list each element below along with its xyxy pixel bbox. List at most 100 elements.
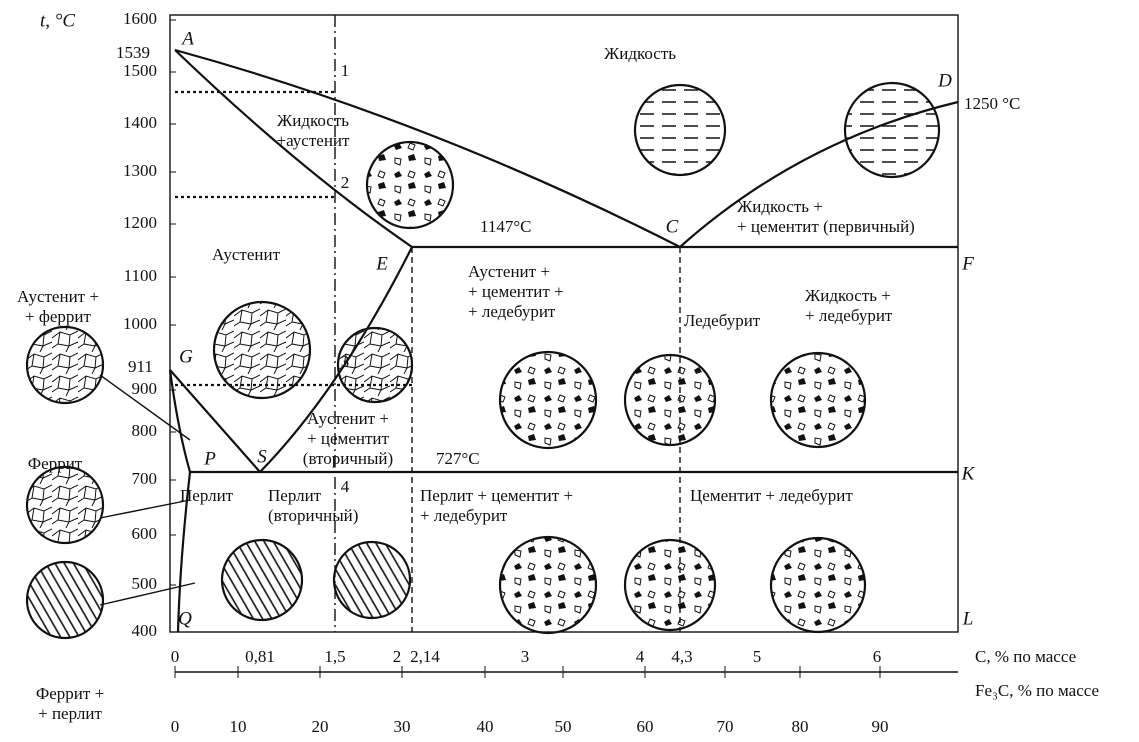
x-tick-label: 5 (753, 647, 762, 666)
x-tick-label: 6 (873, 647, 882, 666)
y-tick-label: 1400 (123, 113, 157, 132)
marker-label: 4 (341, 477, 350, 496)
microstructure-circle (500, 352, 596, 448)
point-label: Q (178, 608, 192, 629)
x2-tick-label: 10 (230, 717, 247, 736)
region-label: Жидкость + (805, 286, 891, 305)
point-label: P (203, 448, 216, 469)
region-label: + феррит (25, 307, 91, 326)
x-tick-label: 4 (636, 647, 645, 666)
microstructure-circle (771, 538, 865, 632)
temperature-label: 911 (128, 357, 153, 376)
y-tick-label: 1000 (123, 314, 157, 333)
x2-tick-label: 0 (171, 717, 180, 736)
region-label: + перлит (38, 704, 102, 723)
region-label: Феррит (28, 454, 83, 473)
y-axis-label: t, °C (40, 10, 75, 31)
y-tick-label: 800 (132, 421, 158, 440)
microstructure-circle (27, 327, 103, 403)
x2-tick-label: 70 (717, 717, 734, 736)
region-label: Аустенит (212, 245, 281, 264)
y-tick-label: 1500 (123, 61, 157, 80)
region-label: + цементит + (468, 282, 564, 301)
microstructure-circle (334, 542, 410, 618)
region-label: +аустенит (277, 131, 350, 150)
x2-axis-label: Fe₃C, % по массе (975, 681, 1099, 700)
point-label: K (961, 463, 976, 484)
temperature-label: 727°C (436, 449, 480, 468)
region-label: Аустенит + (468, 262, 550, 281)
x-tick-label: 4,3 (671, 647, 692, 666)
region-label: + цементит (первичный) (737, 217, 915, 236)
region-label: Перлит (180, 486, 234, 505)
region-label: (вторичный) (268, 506, 358, 525)
microstructure-circle (27, 562, 103, 638)
x-tick-label: 2 (393, 647, 402, 666)
x-tick-label: 0,81 (245, 647, 275, 666)
point-label: C (666, 216, 679, 237)
x-tick-label: 1,5 (324, 647, 345, 666)
microstructure-circle (625, 540, 715, 630)
marker-label: 3 (341, 352, 350, 371)
region-label: Жидкость + (737, 197, 823, 216)
point-label: L (962, 608, 974, 629)
region-label: Перлит + цементит + (420, 486, 573, 505)
region-label: + ледебурит (468, 302, 556, 321)
microstructures (27, 83, 939, 638)
y-tick-label: 1100 (124, 266, 157, 285)
x-tick-label: 0 (171, 647, 180, 666)
temperature-label: 1539 (116, 43, 150, 62)
y-tick-label: 1200 (123, 213, 157, 232)
microstructure-circle (500, 537, 596, 633)
temperature-label: 1250 °C (964, 94, 1020, 113)
region-label: + ледебурит (805, 306, 893, 325)
point-label: F (961, 253, 974, 274)
microstructure-circle (214, 302, 310, 398)
leader-line (100, 500, 190, 518)
point-label: G (179, 346, 193, 367)
marker-label: 1 (341, 61, 350, 80)
microstructure-circle (625, 355, 715, 445)
x2-tick-label: 50 (555, 717, 572, 736)
point-label: E (375, 253, 388, 274)
region-label: Феррит + (36, 684, 104, 703)
x-tick-label: 2,14 (410, 647, 440, 666)
y-tick-label: 900 (132, 379, 158, 398)
point-label: A (180, 28, 194, 49)
temperature-label: 1147°C (480, 217, 532, 236)
x2-tick-label: 30 (394, 717, 411, 736)
y-tick-label: 1300 (123, 161, 157, 180)
y-tick-label: 1600 (123, 9, 157, 28)
y-tick-label: 700 (132, 469, 158, 488)
region-label: (вторичный) (303, 449, 393, 468)
region-label: Аустенит + (17, 287, 99, 306)
region-label: Аустенит + (307, 409, 389, 428)
point-label: D (937, 70, 952, 91)
microstructure-circle (771, 353, 865, 447)
x-tick-label: 3 (521, 647, 530, 666)
microstructure-circle (367, 142, 453, 228)
microstructure-circle (222, 540, 302, 620)
region-label: Жидкость (604, 44, 676, 63)
marker-label: 2 (341, 173, 350, 192)
region-label: Перлит (268, 486, 322, 505)
region-label: Ледебурит (684, 311, 761, 330)
region-label: Цементит + ледебурит (690, 486, 853, 505)
x-axis-label: C, % по массе (975, 647, 1076, 666)
x2-tick-label: 80 (792, 717, 809, 736)
x2-tick-label: 90 (872, 717, 889, 736)
region-label: + ледебурит (420, 506, 508, 525)
region-label: Жидкость (277, 111, 349, 130)
microstructure-circle (27, 467, 103, 543)
phase-diagram: t, °C16001500140013001200110010009008007… (0, 0, 1139, 742)
point-label: S (257, 446, 267, 467)
y-tick-label: 500 (132, 574, 158, 593)
y-tick-label: 400 (132, 621, 158, 640)
microstructure-circle (635, 85, 725, 175)
x2-tick-label: 40 (477, 717, 494, 736)
region-label: + цементит (307, 429, 389, 448)
y-tick-label: 600 (132, 524, 158, 543)
x2-tick-label: 60 (637, 717, 654, 736)
x2-tick-label: 20 (312, 717, 329, 736)
microstructure-circle (845, 83, 939, 177)
